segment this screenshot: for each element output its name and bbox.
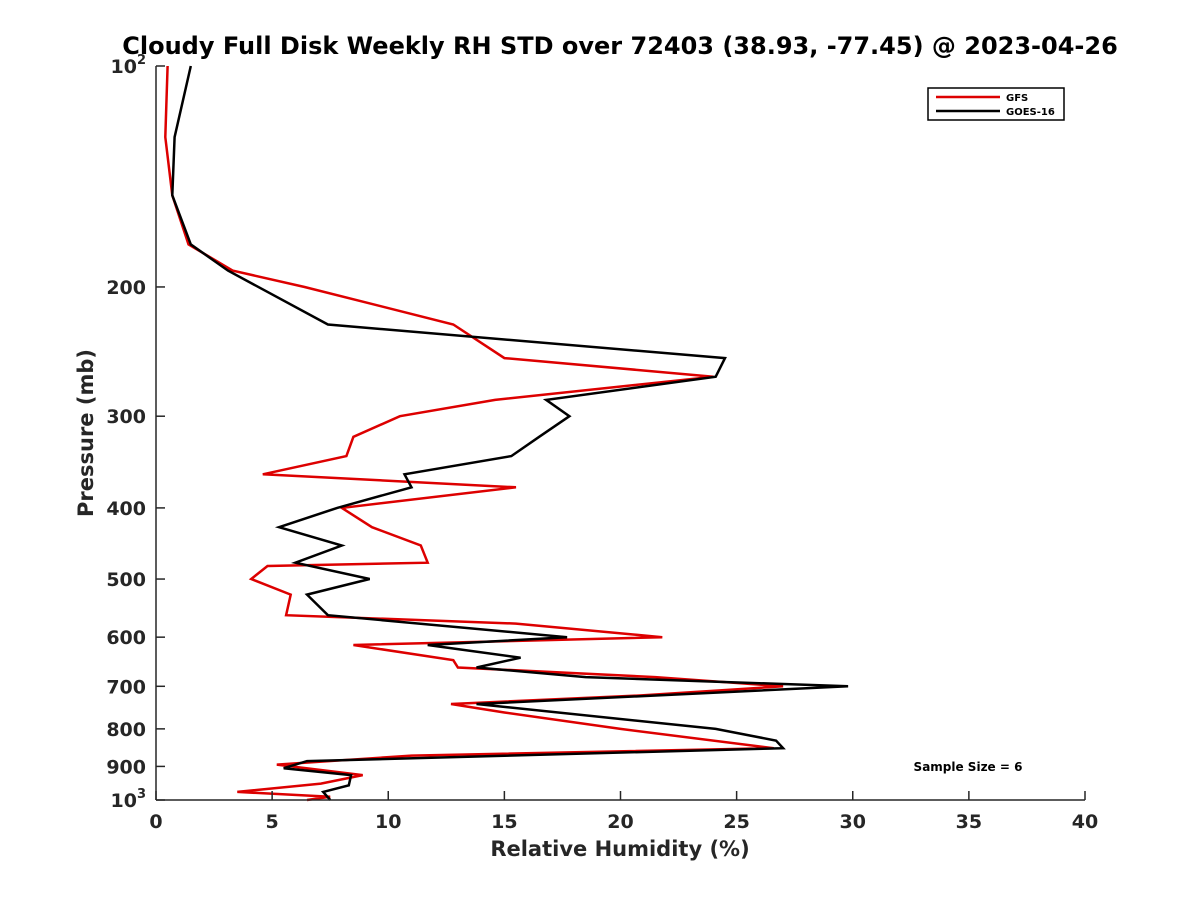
- x-tick-label: 40: [1072, 811, 1098, 833]
- series-layer: [164, 65, 849, 802]
- axes-layer: 0 5 10 15 20 25 30 35 40 102 200 300 400 500 600 700 800…: [106, 53, 1098, 833]
- x-tick-label: 25: [723, 811, 749, 833]
- x-tick-label: 5: [266, 811, 279, 833]
- series-line-goes-16: [171, 65, 849, 801]
- x-axis-label: Relative Humidity (%): [490, 837, 749, 861]
- chart-title: Cloudy Full Disk Weekly RH STD over 7240…: [122, 32, 1118, 60]
- plot-area: [156, 66, 1085, 800]
- y-tick-label: 103: [111, 787, 147, 812]
- legend: GFS GOES-16: [927, 87, 1065, 121]
- y-tick-label: 400: [106, 498, 146, 520]
- x-tick-label: 30: [840, 811, 866, 833]
- y-tick-label: 800: [106, 719, 146, 741]
- y-axis-label: Pressure (mb): [74, 349, 98, 517]
- legend-label-goes-16: GOES-16: [1006, 107, 1055, 118]
- x-tick-label: 20: [607, 811, 633, 833]
- x-tick-label: 15: [491, 811, 517, 833]
- legend-label-gfs: GFS: [1006, 93, 1028, 104]
- y-tick-label: 500: [106, 569, 146, 591]
- x-tick-label: 10: [375, 811, 401, 833]
- y-tick-label: 700: [106, 676, 146, 698]
- y-tick-label: 900: [106, 756, 146, 778]
- y-tick-label: 200: [106, 277, 146, 299]
- x-tick-label: 0: [149, 811, 162, 833]
- y-tick-label: 600: [106, 627, 146, 649]
- sample-size-annotation: Sample Size = 6: [914, 760, 1023, 774]
- y-tick-label: 300: [106, 406, 146, 428]
- y-tick-label: 102: [111, 53, 147, 78]
- x-tick-label: 35: [956, 811, 982, 833]
- legend-box: [927, 87, 1065, 121]
